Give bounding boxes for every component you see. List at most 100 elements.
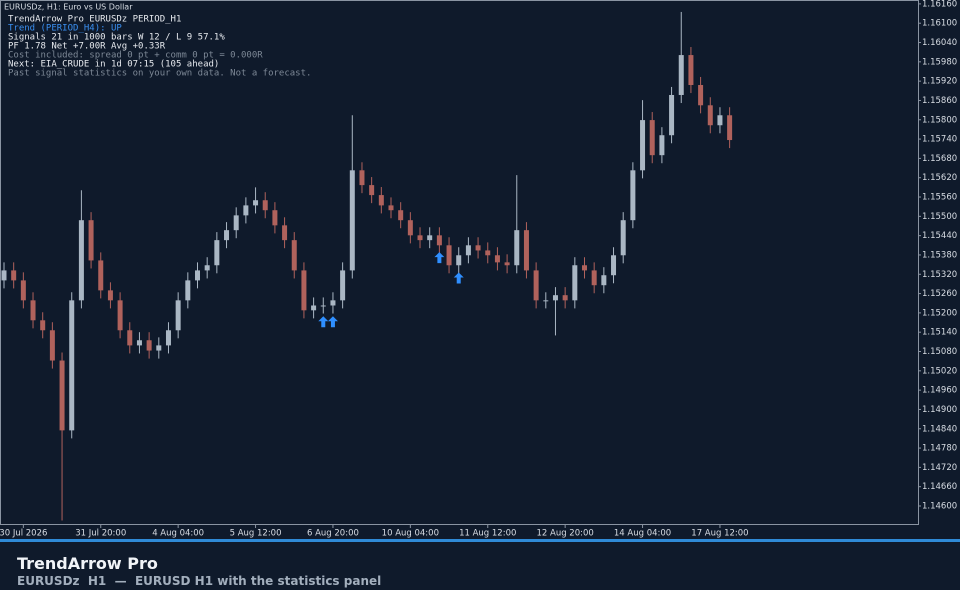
y-tick-label: 1.15740 — [922, 135, 957, 145]
footer-subtitle: EURUSDz H1 — EURUSD H1 with the statisti… — [17, 574, 382, 588]
candle-body — [40, 320, 46, 331]
y-tick-label: 1.15440 — [922, 231, 957, 241]
candle-body — [243, 205, 249, 216]
candle-body — [78, 220, 84, 301]
candle-body — [523, 230, 529, 271]
candle-body — [146, 340, 152, 351]
signal-arrow — [327, 316, 338, 328]
x-tick-label: 11 Aug 12:00 — [459, 529, 516, 539]
candle-body — [533, 270, 539, 301]
candle-body — [340, 270, 346, 301]
y-tick-label: 1.16160 — [922, 0, 957, 9]
candle-body — [301, 270, 307, 311]
candle-body — [611, 255, 617, 276]
candle-body — [107, 290, 113, 301]
candle-body — [88, 220, 94, 261]
candle-body — [214, 240, 220, 266]
candle-body — [69, 300, 75, 431]
candle-body — [156, 345, 162, 351]
panel-line: Past signal statistics on your own data.… — [8, 69, 311, 79]
y-tick-label: 1.15800 — [922, 115, 957, 125]
candle-body — [11, 270, 17, 281]
signal-arrow — [434, 252, 445, 264]
panel-line: Trend (PERIOD_H4): UP — [8, 24, 122, 34]
candle-body — [262, 200, 268, 211]
y-tick-label: 1.14660 — [922, 482, 957, 492]
y-tick-label: 1.14600 — [922, 502, 957, 512]
candle-body — [291, 240, 297, 271]
candle-body — [475, 245, 481, 251]
candle-body — [311, 305, 317, 311]
candle-body — [582, 265, 587, 271]
y-tick-label: 1.14720 — [922, 463, 957, 473]
x-tick-label: 10 Aug 04:00 — [382, 529, 439, 539]
candle-body — [165, 330, 171, 346]
y-tick-label: 1.15020 — [922, 366, 957, 376]
candle-body — [485, 250, 491, 256]
candle-body — [630, 170, 636, 221]
y-tick-label: 1.14780 — [922, 444, 957, 454]
y-tick-label: 1.16100 — [922, 19, 957, 29]
candle-body — [20, 280, 26, 301]
candle-body — [407, 220, 413, 236]
candle-body — [717, 115, 723, 126]
candle-body — [698, 85, 704, 106]
signal-arrow — [453, 272, 464, 284]
candle-body — [136, 340, 142, 346]
x-tick-label: 14 Aug 04:00 — [614, 529, 671, 539]
x-tick-label: 30 Jul 2026 — [0, 529, 47, 539]
candle-body — [494, 255, 500, 263]
candle-body — [640, 120, 646, 171]
candle-body — [398, 210, 404, 221]
panel-line: Next: EIA_CRUDE in 1d 07:15 (105 ahead) — [8, 60, 219, 70]
candle-body — [504, 262, 510, 266]
candle-body — [204, 265, 210, 271]
y-tick-label: 1.15260 — [922, 289, 957, 299]
candle-body — [446, 245, 452, 266]
candle-body — [514, 230, 520, 266]
candle-body — [117, 300, 123, 331]
y-tick-label: 1.15140 — [922, 328, 957, 338]
candle-body — [388, 205, 394, 211]
y-tick-label: 1.15200 — [922, 308, 957, 318]
candle-body — [659, 135, 665, 156]
candle-body — [601, 275, 607, 286]
candle-body — [562, 295, 568, 301]
candle-body — [552, 295, 558, 301]
y-tick-label: 1.14960 — [922, 386, 957, 396]
y-tick-label: 1.14840 — [922, 424, 957, 434]
x-tick-label: 17 Aug 12:00 — [691, 529, 748, 539]
plot-frame — [0, 0, 919, 525]
candle-body — [620, 220, 626, 256]
x-tick-label: 6 Aug 20:00 — [307, 529, 359, 539]
panel-line: PF 1.78 Net +7.00R Avg +0.33R — [8, 42, 166, 52]
candle-body — [727, 115, 733, 141]
y-tick-label: 1.16040 — [922, 38, 957, 48]
candle-body — [543, 300, 549, 302]
candle-body — [282, 225, 288, 241]
candle-body — [369, 185, 375, 196]
candle-body — [359, 170, 365, 186]
signal-arrow — [318, 316, 329, 328]
candle-body — [195, 270, 200, 281]
candle-body — [591, 270, 597, 286]
y-tick-label: 1.15080 — [922, 347, 957, 357]
candle-body — [127, 330, 133, 346]
candle-body — [436, 235, 442, 246]
candle-body — [427, 235, 433, 241]
candle-body — [456, 255, 462, 266]
y-tick-label: 1.15380 — [922, 250, 957, 260]
candle-body — [678, 55, 684, 95]
candle-body — [30, 300, 36, 321]
candle-body — [272, 210, 278, 226]
chart: EURUSDz, H1: Euro vs US Dollar TrendArro… — [0, 0, 957, 539]
candle-body — [707, 105, 713, 126]
y-tick-label: 1.15980 — [922, 57, 957, 67]
y-tick-label: 1.14900 — [922, 405, 957, 415]
footer: TrendArrow Pro EURUSDz H1 — EURUSD H1 wi… — [0, 539, 960, 590]
candle-body — [349, 170, 355, 271]
candle-body — [185, 280, 191, 301]
y-tick-label: 1.15320 — [922, 270, 957, 280]
x-tick-label: 5 Aug 12:00 — [230, 529, 282, 539]
